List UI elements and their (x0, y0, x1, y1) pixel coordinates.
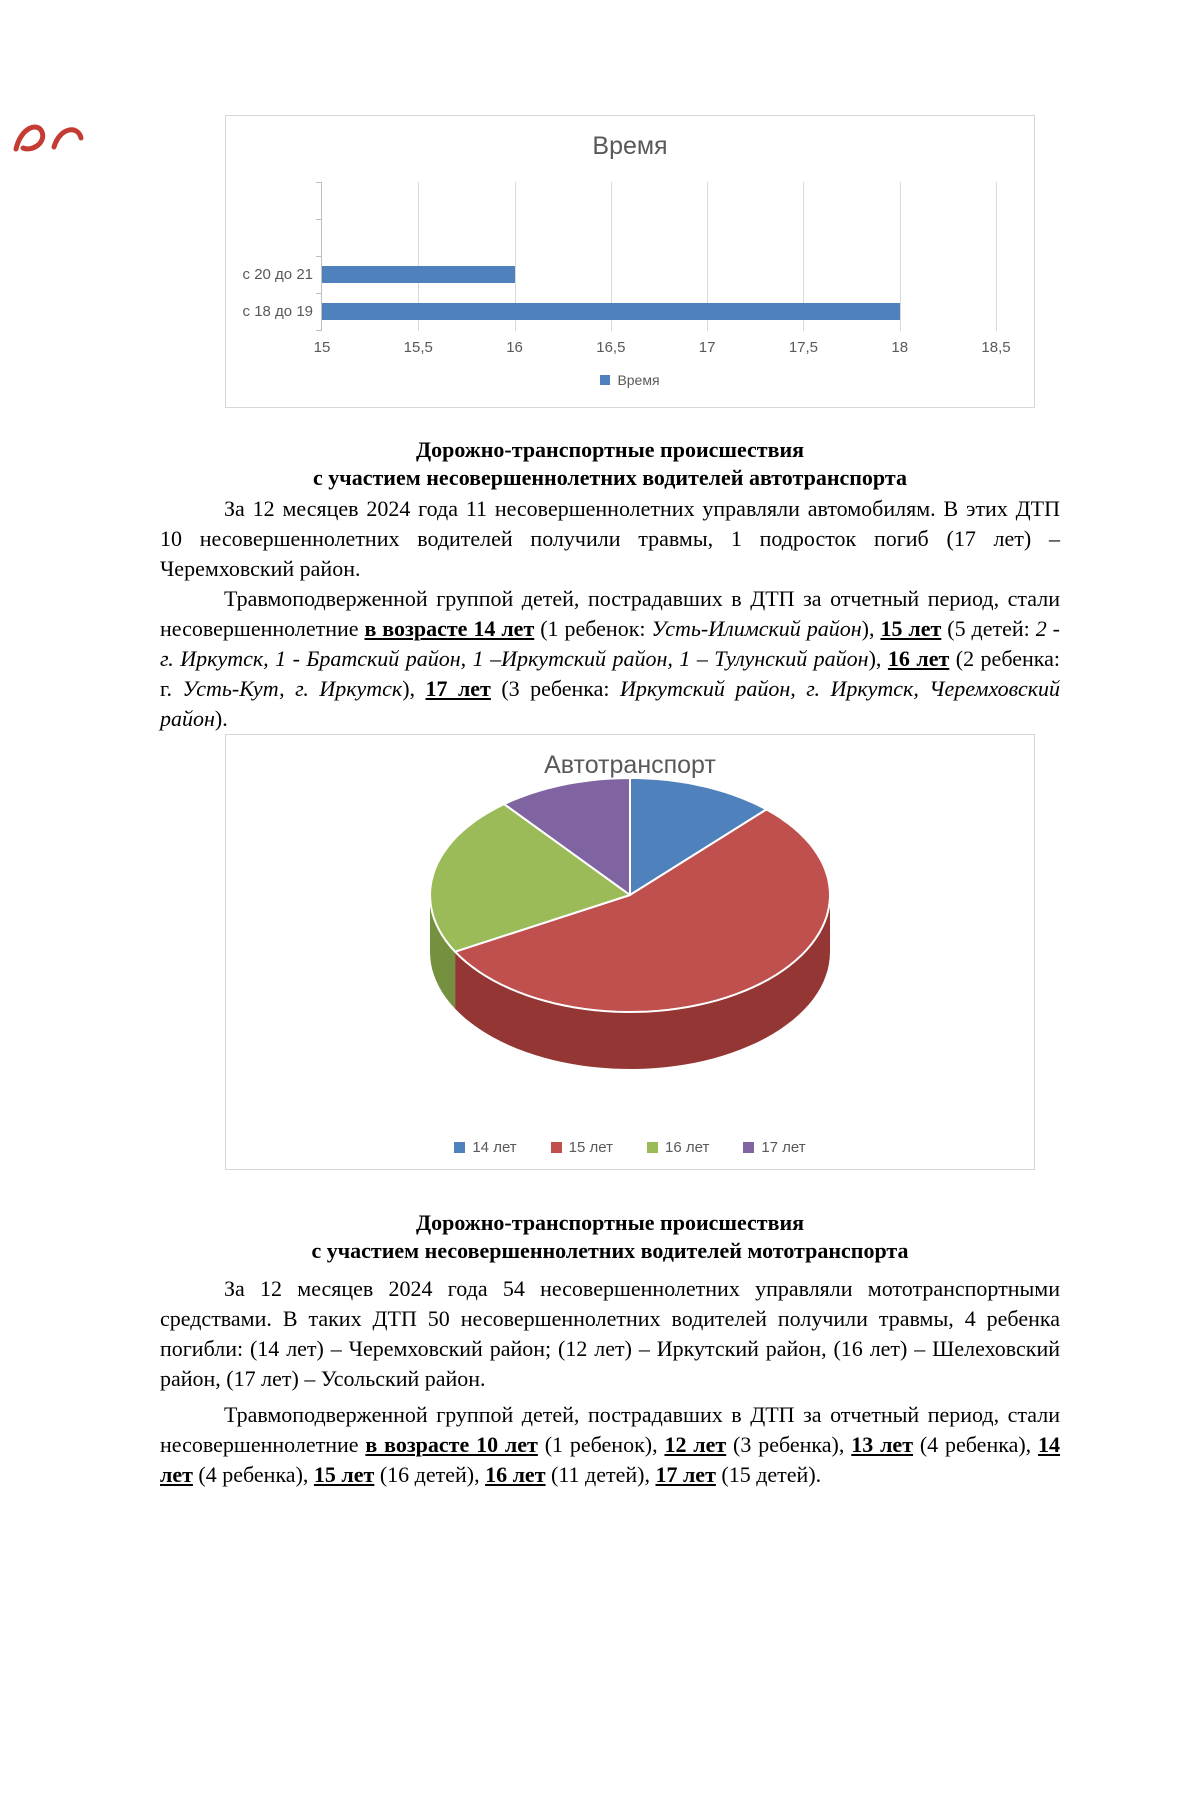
pie-legend-swatch (647, 1142, 658, 1153)
text-run: Усть-Илимский район (651, 616, 862, 641)
heading-line: Дорожно-транспортные происшествия (415, 437, 805, 462)
text-run: 16 лет (485, 1462, 546, 1487)
corner-stroke-icon (13, 124, 46, 152)
axis-tick (316, 182, 322, 183)
pie-legend-label: 14 лет (472, 1139, 517, 1156)
text-run: (2 ребенка: г. (160, 646, 1060, 701)
gridline (803, 182, 805, 331)
gridline (610, 182, 612, 331)
text-run: 16 лет (887, 646, 950, 671)
text-run: Травмоподверженной группой детей, постра… (160, 1402, 1060, 1457)
bar-chart-plot: 15 15,5 16 16,5 17 17,5 18 18,5 с 20 до 21 с 18 д… (243, 182, 1011, 356)
pie-slice (454, 808, 831, 1013)
pie-side (430, 895, 456, 1009)
text-run: (1 ребенок: (534, 616, 652, 641)
x-tick-label: 15,5 (403, 339, 433, 356)
text-run: (4 ребенка), (192, 1462, 314, 1487)
text-run: Иркутский район, г. Иркутск, Черемховски… (160, 676, 1060, 731)
text-run: 15 лет (313, 1462, 375, 1487)
text-run: Травмоподверженной группой детей, постра… (160, 586, 1060, 641)
text-run: в возрасте 10 лет (365, 1432, 538, 1457)
paragraph-moto-summary: За 12 месяцев 2024 года 54 несовершеннол… (160, 1274, 1060, 1394)
pie-legend-item: 15 лет (550, 1139, 613, 1156)
pie-legend-swatch (743, 1142, 755, 1153)
text-run: (3 ребенка), (726, 1432, 852, 1457)
x-tick-label: 17 (698, 339, 716, 356)
pie-legend-item: 14 лет (454, 1139, 517, 1156)
pie-chart-legend: 14 лет 15 лет 16 лет 17 лет (226, 1139, 1034, 1156)
gridline (996, 182, 997, 331)
heading-line: Дорожно-транспортные происшествия (415, 1210, 805, 1235)
x-tick-label: 16 (506, 339, 523, 356)
pie-side (455, 895, 830, 1069)
text-run: 12 лет (664, 1432, 727, 1457)
pie-chart-title: Автотранспорт (544, 751, 716, 779)
text-run: 2 - г. Иркутск, 1 - Братский район, 1 –И… (160, 616, 1060, 671)
gridline (899, 182, 901, 331)
paragraph-auto-ages: Травмоподверженной группой детей, постра… (160, 584, 1060, 734)
text-run: Усть-Кут, г. Иркутск (182, 676, 403, 701)
bar-legend-label: Время (617, 372, 660, 388)
gridline (418, 182, 420, 331)
axis-tick (316, 293, 322, 294)
x-tick-label: 15 (313, 339, 331, 356)
section-heading-moto: Дорожно-транспортные происшествия с учас… (160, 1209, 1060, 1265)
text-run: (15 детей). (715, 1462, 822, 1487)
pie-slice (503, 777, 631, 896)
section-heading-auto: Дорожно-транспортные происшествия с учас… (160, 436, 1060, 492)
corner-stroke-icon (51, 127, 84, 150)
text-run: (3 ребенка: (490, 676, 620, 701)
pie-slice (629, 777, 768, 896)
time-bar-chart-panel: Время 15 15,5 16 16,5 17 17,5 18 18,5 с 20 до 21… (225, 115, 1035, 408)
heading-line: с участием несовершеннолетних водителей … (313, 465, 907, 490)
bar (322, 303, 900, 320)
pie-slice (429, 803, 631, 953)
text-run: За 12 месяцев 2024 года 54 несовершеннол… (160, 1276, 1060, 1391)
text-run: (16 детей), (374, 1462, 486, 1487)
x-tick-label: 17,5 (788, 339, 819, 356)
pie-legend-label: 16 лет (665, 1139, 710, 1156)
x-tick-label: 18 (891, 339, 909, 356)
pie-legend-item: 16 лет (647, 1139, 709, 1156)
bar-legend-swatch (600, 375, 611, 385)
text-run: ), (861, 616, 881, 641)
x-tick-label: 16,5 (596, 339, 626, 356)
text-run: 17 лет (655, 1462, 716, 1487)
text-run: За 12 месяцев 2024 года 11 несовершеннол… (160, 496, 1060, 581)
pie-legend-item: 17 лет (743, 1139, 806, 1156)
text-run: 15 лет (880, 616, 942, 641)
paragraph-moto-ages: Травмоподверженной группой детей, постра… (160, 1400, 1060, 1490)
gridline (707, 182, 709, 331)
paragraph-auto-summary: За 12 месяцев 2024 года 11 несовершеннол… (160, 494, 1060, 584)
gridline (514, 182, 516, 331)
axis-tick (316, 256, 322, 257)
red-corner-mark (8, 117, 90, 178)
bar-chart-legend: Время (226, 372, 1034, 388)
pie-3d-chart (429, 777, 831, 1069)
text-run: (4 ребенка), (913, 1432, 1039, 1457)
text-run: 17 лет (425, 676, 491, 701)
pie-legend-swatch (454, 1142, 466, 1153)
auto-pie-chart-panel: Автотранспорт 14 лет 15 лет 16 лет 17 лет (225, 734, 1035, 1170)
text-run: (1 ребенок), (537, 1432, 665, 1457)
heading-line: с участием несовершеннолетних водителей … (311, 1238, 909, 1263)
category-label: с 20 до 21 (242, 266, 313, 283)
category-label: с 18 до 19 (242, 303, 313, 320)
pie-legend-swatch (550, 1142, 562, 1153)
text-run: (5 детей: (941, 616, 1036, 641)
text-run: ), (402, 676, 426, 701)
pie-legend-label: 15 лет (568, 1139, 613, 1156)
text-run: 13 лет (851, 1432, 913, 1457)
pie-legend-label: 17 лет (761, 1139, 806, 1156)
text-run: ), (868, 646, 888, 671)
text-run: в возрасте 14 лет (364, 616, 535, 641)
x-tick-label: 18,5 (981, 339, 1011, 356)
axis-tick (316, 219, 322, 220)
text-run: ). (214, 706, 228, 731)
text-run: (11 детей), (545, 1462, 656, 1487)
bar (322, 266, 515, 283)
axis-tick (316, 330, 322, 331)
text-run: 14 лет (160, 1432, 1061, 1487)
bar-chart-title: Время (592, 132, 668, 160)
